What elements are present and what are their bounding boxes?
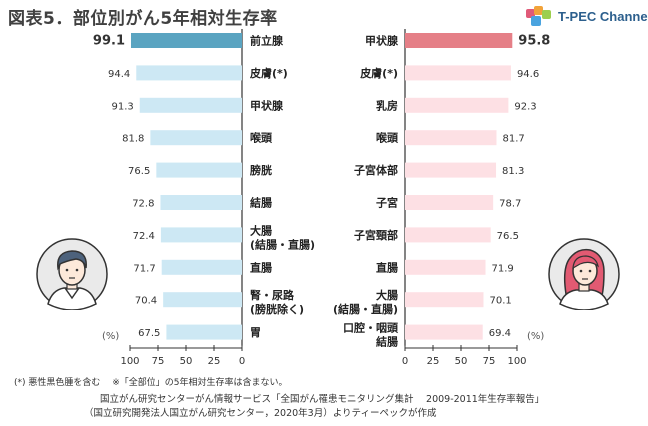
avatar-hair	[57, 250, 87, 271]
female-x-tick-label: 100	[507, 356, 526, 367]
male-category-label: 甲状腺	[250, 98, 284, 112]
female-category-label: 口腔・咽頭	[343, 321, 399, 335]
male-value-label: 70.4	[135, 296, 157, 307]
female-bar	[405, 65, 511, 81]
female-bar	[405, 227, 491, 243]
female-value-label: 94.6	[517, 69, 539, 80]
source-line-1: 国立がん研究センターがん情報サービス「全国がん罹患モニタリング集計 2009-2…	[100, 394, 545, 405]
survival-rate-chart: 99.1 前立腺 94.4 皮膚(*) 91.3 甲状腺 81.8 喉頭 76.5 膀胱 72.8 結…	[93, 29, 550, 367]
female-x-tick-label: 75	[483, 356, 496, 367]
male-value-label: 71.7	[133, 263, 155, 274]
male-x-tick-label: 75	[152, 356, 165, 367]
male-category-label: 結腸	[250, 196, 272, 210]
male-unit-label: (%)	[102, 331, 119, 342]
avatar-eye-right	[75, 268, 79, 272]
female-category-label: 子宮体部	[354, 163, 398, 177]
male-bar	[156, 162, 242, 178]
male-category-label: 腎・尿路	[250, 288, 295, 302]
female-bar	[405, 130, 497, 146]
woman-avatar-icon	[548, 238, 620, 310]
male-category-label: 喉頭	[250, 131, 273, 145]
logo-block-2	[534, 6, 543, 15]
source-line-2: （国立研究開発法人国立がん研究センター，2020年3月）よりティーペックが作成	[84, 408, 437, 419]
avatar-shirt	[559, 289, 609, 310]
avatar-bangs	[572, 255, 599, 270]
male-category-label: 胃	[250, 326, 261, 339]
female-value-label: 81.3	[502, 166, 524, 177]
female-category-label: 皮膚(*)	[359, 66, 398, 80]
female-value-label: 95.8	[518, 34, 550, 49]
footnote: (*) 悪性黒色腫を含む ※「全部位」の5年相対生存率は含まない。	[14, 378, 288, 388]
female-bar	[405, 259, 486, 275]
female-bar	[405, 292, 484, 308]
female-value-label: 71.9	[492, 263, 514, 274]
male-value-label: 91.3	[111, 101, 133, 112]
female-value-label: 69.4	[489, 328, 511, 339]
male-value-label: 76.5	[128, 166, 150, 177]
avatar-eye-right	[588, 269, 592, 273]
female-bar	[405, 33, 513, 48]
male-category-label: (結腸・直腸)	[250, 237, 315, 251]
male-bar	[160, 195, 242, 210]
female-bar	[405, 195, 494, 210]
female-value-label: 76.5	[497, 231, 519, 242]
avatar-eye-left	[65, 268, 69, 272]
male-bar	[163, 292, 242, 308]
female-category-label: 甲状腺	[365, 34, 399, 48]
chart-title: 図表5．部位別がん5年相対生存率	[8, 9, 278, 29]
male-bar	[139, 97, 242, 113]
man-avatar-icon	[36, 238, 108, 310]
male-category-label: 皮膚(*)	[249, 66, 288, 80]
male-value-label: 94.4	[108, 69, 130, 80]
male-value-label: 72.4	[133, 231, 155, 242]
female-category-label: 子宮	[376, 196, 398, 210]
female-value-label: 78.7	[499, 199, 521, 210]
male-value-label: 67.5	[138, 328, 160, 339]
male-category-label: 膀胱	[249, 163, 272, 177]
female-category-label: (結腸・直腸)	[333, 302, 398, 316]
female-category-label: 大腸	[376, 288, 398, 302]
male-bar	[150, 130, 242, 146]
female-value-label: 70.1	[490, 296, 512, 307]
male-bar	[161, 259, 242, 275]
female-value-label: 81.7	[503, 134, 525, 145]
male-value-label: 72.8	[132, 199, 154, 210]
avatar-collar	[64, 287, 80, 300]
female-bar	[405, 162, 497, 178]
male-bar	[136, 65, 242, 81]
female-x-tick-label: 0	[402, 356, 408, 367]
female-value-label: 92.3	[514, 101, 536, 112]
female-category-label: 結腸	[376, 335, 398, 349]
logo-block-1	[526, 9, 535, 18]
male-value-label: 99.1	[93, 34, 125, 49]
female-bar	[405, 324, 483, 340]
female-x-tick-label: 50	[455, 356, 468, 367]
male-value-label: 81.8	[122, 134, 144, 145]
logo-block-3	[542, 10, 551, 19]
male-bar	[160, 227, 242, 243]
channel-logo-icon	[526, 6, 551, 26]
male-bar	[166, 324, 242, 340]
male-x-tick-label: 25	[208, 356, 221, 367]
avatar-eye-left	[579, 269, 583, 273]
brand-name: T-PEC Channel	[558, 9, 648, 24]
male-category-label: 前立腺	[250, 34, 284, 48]
female-category-label: 喉頭	[376, 131, 399, 145]
female-bar	[405, 97, 509, 113]
male-category-label: 大腸	[250, 223, 272, 237]
male-bar	[131, 33, 242, 48]
male-x-tick-label: 0	[239, 356, 245, 367]
male-category-label: (膀胱除く)	[250, 302, 304, 316]
female-unit-label: (%)	[527, 331, 544, 342]
male-category-label: 直腸	[250, 260, 272, 274]
female-category-label: 乳房	[376, 98, 398, 112]
male-x-tick-label: 50	[180, 356, 193, 367]
female-category-label: 子宮頸部	[354, 228, 398, 242]
female-x-tick-label: 25	[427, 356, 440, 367]
female-category-label: 直腸	[376, 260, 398, 274]
logo-block-4	[531, 16, 541, 26]
male-x-tick-label: 100	[120, 356, 139, 367]
